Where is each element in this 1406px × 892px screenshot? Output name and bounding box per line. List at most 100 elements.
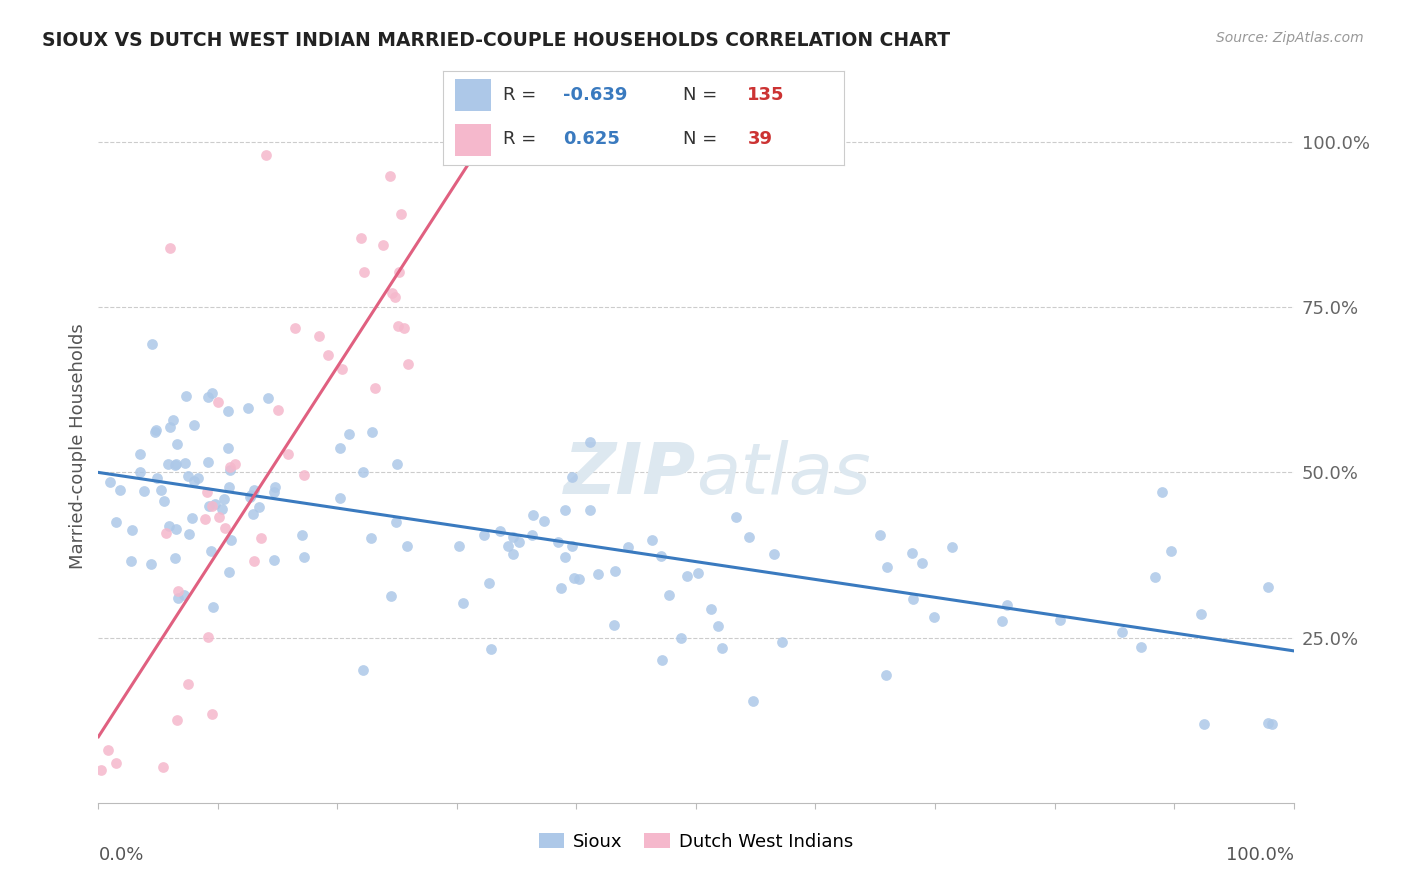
Point <box>159 420 181 434</box>
Point <box>498 539 520 553</box>
Point <box>201 386 224 401</box>
Bar <box>456 124 491 156</box>
Point <box>547 534 569 549</box>
Point <box>1049 613 1071 627</box>
Y-axis label: Married-couple Households: Married-couple Households <box>69 323 87 569</box>
Point <box>256 391 278 405</box>
Point <box>173 588 195 602</box>
Point <box>562 571 585 585</box>
Point <box>388 265 411 279</box>
Point <box>187 471 209 485</box>
Point <box>711 641 734 656</box>
Point <box>901 546 924 560</box>
Point <box>533 514 555 528</box>
Point <box>243 483 266 498</box>
Point <box>176 677 198 691</box>
Point <box>1192 717 1215 731</box>
Point <box>316 347 339 361</box>
Point <box>98 475 121 490</box>
Point <box>384 290 406 304</box>
Point <box>508 535 530 549</box>
Point <box>219 462 242 476</box>
Point <box>911 556 934 570</box>
Point <box>876 560 898 574</box>
Point <box>183 417 205 432</box>
Point <box>360 425 382 440</box>
Text: 0.625: 0.625 <box>562 130 620 148</box>
Point <box>1129 640 1152 655</box>
Point <box>578 502 600 516</box>
Point <box>352 465 374 479</box>
Text: N =: N = <box>683 130 723 148</box>
Point <box>568 573 591 587</box>
Point <box>267 402 290 417</box>
Text: 39: 39 <box>748 130 772 148</box>
Point <box>159 518 181 533</box>
Text: atlas: atlas <box>696 440 870 509</box>
Point <box>350 230 373 244</box>
Point <box>387 319 409 334</box>
Point <box>242 507 264 521</box>
Point <box>211 502 233 516</box>
Point <box>166 591 188 605</box>
Text: N =: N = <box>683 86 723 103</box>
Point <box>688 566 710 581</box>
Point <box>201 706 224 721</box>
Point <box>165 522 187 536</box>
Point <box>249 531 271 545</box>
Point <box>143 425 166 439</box>
Point <box>308 329 330 343</box>
Point <box>875 667 897 681</box>
Point <box>146 470 169 484</box>
Point <box>449 539 471 553</box>
Point <box>129 466 152 480</box>
Text: ZIP: ZIP <box>564 440 696 509</box>
Point <box>671 631 693 645</box>
Point <box>329 491 352 506</box>
Point <box>603 618 626 632</box>
Point <box>560 539 582 553</box>
Point <box>522 508 544 522</box>
Point <box>352 663 374 677</box>
Point <box>489 524 512 538</box>
Point <box>121 523 143 537</box>
Point <box>163 551 186 566</box>
Point <box>155 525 177 540</box>
Point <box>1257 580 1279 594</box>
Point <box>197 630 219 644</box>
Point <box>385 515 408 529</box>
Point <box>183 474 205 488</box>
Point <box>224 457 246 471</box>
Point <box>197 455 219 469</box>
Point <box>129 446 152 460</box>
Point <box>603 565 626 579</box>
Point <box>742 694 765 708</box>
Point <box>120 554 142 568</box>
Point <box>97 743 120 757</box>
Point <box>700 602 723 616</box>
Point <box>291 528 314 542</box>
Point <box>451 596 474 610</box>
Point <box>364 381 387 395</box>
Point <box>264 480 287 494</box>
Point <box>650 549 672 563</box>
Point <box>292 467 315 482</box>
Point <box>763 547 786 561</box>
Point <box>995 599 1018 613</box>
Point <box>201 499 224 513</box>
Point <box>166 437 188 451</box>
Legend: Sioux, Dutch West Indians: Sioux, Dutch West Indians <box>531 826 860 858</box>
Point <box>212 492 235 507</box>
Point <box>90 763 112 777</box>
Point <box>353 265 375 279</box>
Point <box>174 389 197 403</box>
Point <box>218 480 240 494</box>
Point <box>263 553 285 567</box>
Point <box>153 493 176 508</box>
Point <box>207 395 229 409</box>
Point <box>243 554 266 568</box>
Point <box>586 567 609 582</box>
Point <box>247 500 270 515</box>
Point <box>162 413 184 427</box>
Point <box>177 526 200 541</box>
